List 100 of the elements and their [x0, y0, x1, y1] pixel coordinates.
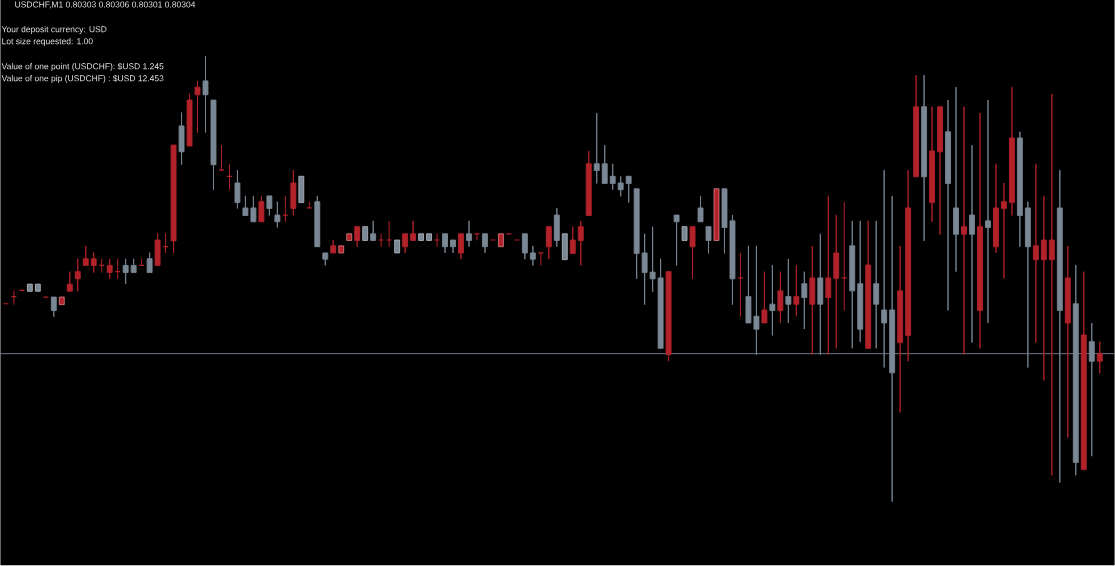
- candlestick: [1056, 169, 1063, 484]
- candlestick: [561, 233, 568, 261]
- candlestick: [521, 233, 528, 260]
- candlestick: [673, 214, 680, 267]
- candlestick: [130, 258, 137, 274]
- candlestick: [625, 176, 632, 204]
- candlestick: [849, 220, 856, 349]
- candlestick: [1008, 86, 1015, 217]
- candlestick: [34, 283, 41, 292]
- candlestick: [1096, 341, 1103, 374]
- candlestick: [545, 226, 552, 260]
- candlestick: [274, 201, 281, 229]
- candlestick: [442, 233, 448, 254]
- candlestick: [713, 188, 720, 242]
- candlestick: [466, 220, 472, 248]
- candlestick: [322, 252, 329, 267]
- candlestick: [1040, 195, 1047, 382]
- candlestick: [338, 245, 345, 254]
- candlestick: [761, 271, 768, 324]
- candlestick: [569, 226, 576, 255]
- annotation: Value of one pip (USDCHF) : $USD 12.453: [1, 75, 164, 84]
- candlestick: [146, 252, 153, 274]
- candlestick: [258, 195, 265, 223]
- candlestick: [170, 144, 177, 254]
- candlestick: [913, 74, 920, 178]
- candlestick: [857, 220, 864, 343]
- candlestick: [154, 233, 161, 267]
- candlestick: [202, 55, 209, 134]
- candlestick: [801, 271, 808, 330]
- candlestick: [186, 93, 193, 147]
- candlestick: [897, 245, 904, 414]
- candlestick: [1032, 163, 1039, 344]
- candlestick: [985, 99, 991, 324]
- candlestick: [450, 239, 456, 254]
- chart-title: USDCHF,M1 0.80303 0.80306 0.80301 0.80304: [15, 1, 196, 9]
- candlestick: [681, 226, 688, 242]
- candlestick: [705, 226, 712, 255]
- candlestick: [785, 258, 792, 324]
- candlestick: [1016, 131, 1023, 248]
- candlestick: [290, 169, 297, 217]
- candlestick: [585, 150, 592, 217]
- candlestick: [577, 220, 584, 267]
- candlestick: [330, 239, 337, 254]
- candlestick: [697, 195, 704, 223]
- candlestick: [66, 271, 73, 292]
- candlestick: [593, 112, 600, 185]
- candlestick: [833, 214, 840, 349]
- candlestick: [1088, 322, 1095, 457]
- candlestick: [945, 99, 951, 312]
- candlestick: [977, 112, 983, 349]
- candlestick: [394, 239, 400, 254]
- candlestick: [825, 195, 832, 356]
- candlestick: [817, 233, 824, 356]
- candlestick: [905, 169, 912, 362]
- candlestick: [777, 271, 784, 324]
- candlestick: [553, 207, 560, 248]
- candlestick: [314, 195, 321, 248]
- candlestick: [609, 163, 616, 191]
- candlestick: [26, 283, 33, 292]
- candlestick: [809, 245, 816, 356]
- candlestick: [346, 233, 353, 242]
- candlestick: [961, 106, 967, 356]
- candlestick: [426, 233, 432, 242]
- text: Your deposit currency: USD: [1, 26, 107, 35]
- candlestick: [1001, 182, 1007, 280]
- candlestick: [617, 176, 624, 197]
- candlestick: [769, 264, 776, 337]
- candlestick: [266, 195, 273, 217]
- candlestick: [1048, 93, 1055, 476]
- candlestick: [793, 264, 800, 317]
- candlestick: [889, 195, 896, 503]
- candlestick: [641, 233, 648, 306]
- candlestick: [122, 258, 129, 285]
- candlestick: [993, 163, 999, 254]
- text: Lot size requested: 1.00: [2, 38, 93, 47]
- candlestick: [482, 233, 488, 254]
- candlestick: [689, 226, 696, 280]
- candlestick: [929, 106, 935, 223]
- candlestick: [458, 233, 464, 260]
- candlestick: [410, 220, 417, 242]
- candlestick: [370, 220, 377, 242]
- candlestick: [74, 258, 81, 292]
- candlestick: [633, 188, 640, 280]
- candlestick: [953, 86, 959, 273]
- candlestick: [921, 74, 928, 242]
- candlestick: [665, 271, 672, 362]
- candlestick: [298, 176, 305, 204]
- candlestick: [50, 296, 57, 318]
- candlestick: [873, 220, 880, 349]
- candlestick: [1024, 201, 1031, 369]
- candlestick: [354, 226, 361, 248]
- candlestick: [90, 252, 97, 274]
- candlestick: [58, 296, 65, 306]
- candlestick: [194, 80, 201, 134]
- candlestick: [418, 233, 424, 242]
- candlestick: [402, 233, 409, 254]
- candlestick: [1072, 264, 1079, 476]
- candlestick: [234, 169, 241, 210]
- candlestick: [601, 144, 608, 185]
- candlestick: [937, 106, 943, 236]
